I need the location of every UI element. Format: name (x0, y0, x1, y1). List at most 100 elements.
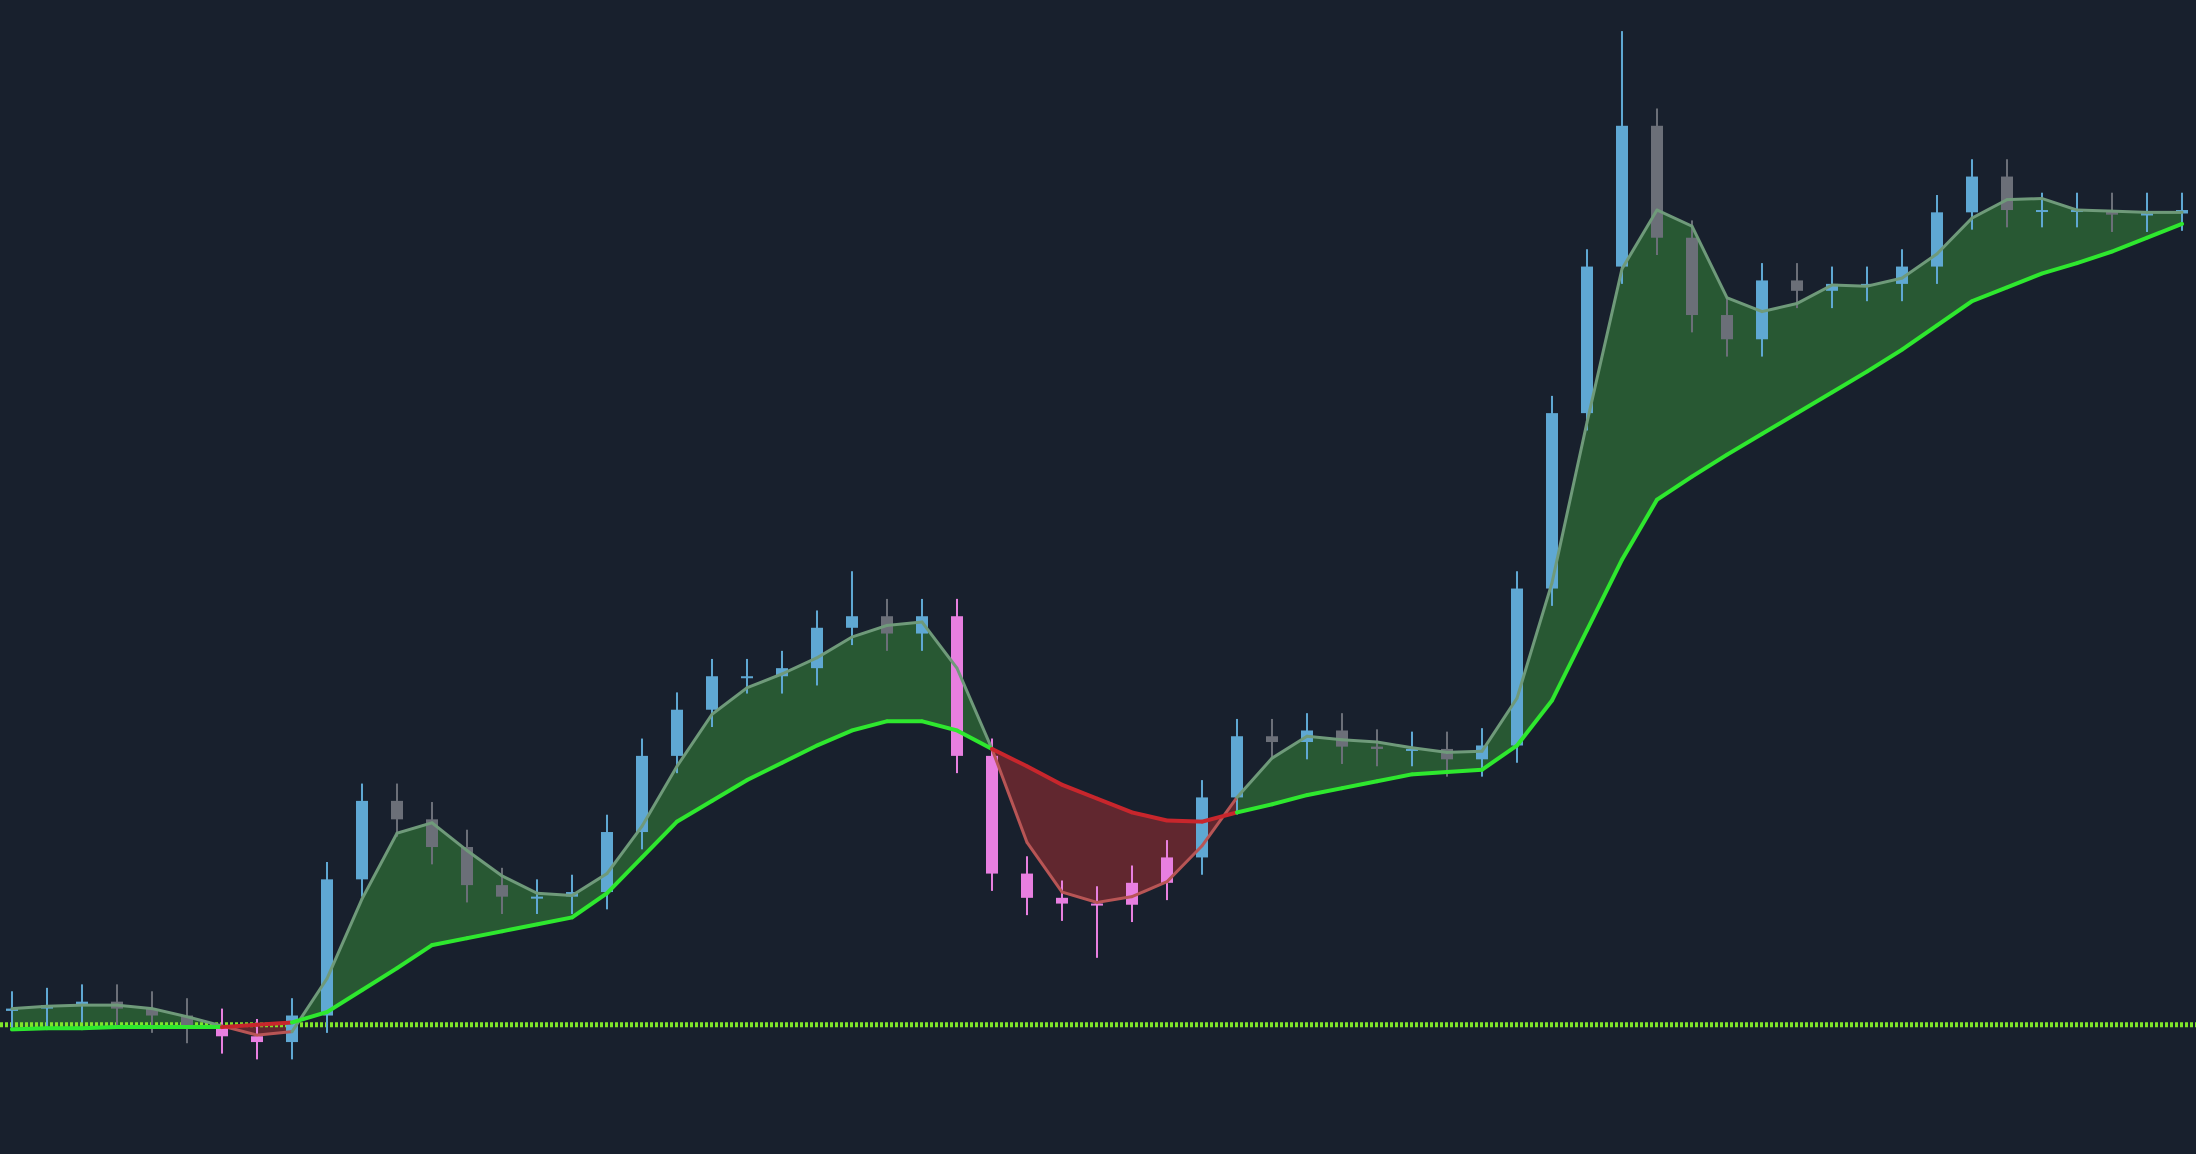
candle-body (76, 1001, 88, 1006)
ma-band (1552, 422, 1587, 701)
fast-ma-line (1550, 420, 1589, 585)
candle-body (181, 1015, 193, 1026)
candle-body (216, 1025, 228, 1037)
candle-body (1056, 897, 1068, 904)
fast-ma-line (500, 874, 539, 895)
ma-band (1062, 784, 1097, 903)
slow-ma-line (990, 746, 1029, 769)
slow-ma-line (1900, 323, 1939, 352)
slow-ma-line (1515, 698, 1554, 748)
ma-band (1587, 268, 1622, 631)
slow-ma-line (1550, 628, 1589, 703)
fast-ma-line (570, 872, 609, 898)
candle-body (1231, 736, 1243, 798)
ma-band (1097, 798, 1132, 903)
fast-ma-line (1795, 283, 1834, 306)
candle-body (1791, 280, 1803, 291)
ma-band (2042, 198, 2077, 274)
fast-ma-line (675, 712, 714, 768)
ma-band (1027, 766, 1062, 893)
fast-ma-line (815, 635, 854, 660)
fast-ma-line (1970, 198, 2009, 220)
candle-body (1546, 413, 1558, 589)
fast-ma-line (955, 666, 994, 751)
candle-body (1581, 266, 1593, 414)
fast-ma-line (1445, 749, 1484, 754)
candle-body (1721, 315, 1733, 340)
candle-body (1651, 125, 1663, 238)
fast-ma-line (1165, 844, 1204, 884)
slow-ma-line (780, 743, 819, 765)
candle-body (2036, 210, 2048, 213)
candle-body (1511, 588, 1523, 746)
slow-ma-line (1585, 557, 1624, 633)
candle-body (986, 755, 998, 874)
candle-body (1021, 873, 1033, 898)
fast-ma-line (1515, 581, 1554, 700)
candle-body (1686, 237, 1698, 316)
ma-band (1342, 739, 1377, 789)
slow-ma-line (1130, 810, 1169, 823)
slow-ma-line (640, 819, 679, 860)
ma-band (2112, 211, 2147, 252)
fast-ma-line (1830, 283, 1869, 288)
ma-band (1692, 226, 1727, 477)
candle-body (636, 755, 648, 833)
slow-ma-line (1935, 299, 1974, 328)
slow-ma-line (2110, 235, 2149, 254)
fast-ma-line (1200, 795, 1239, 848)
fast-ma-line (2110, 209, 2149, 214)
candle-body (741, 676, 753, 679)
ma-band (327, 898, 362, 1013)
slow-ma-line (710, 778, 749, 803)
ma-band (2007, 198, 2042, 288)
fast-ma-line (535, 891, 574, 898)
ma-band (1482, 698, 1517, 770)
fast-ma-line (780, 656, 819, 676)
ma-band (1237, 758, 1272, 813)
slow-ma-line (80, 1025, 119, 1031)
ma-band (117, 1005, 152, 1028)
ma-band (817, 637, 852, 746)
slow-ma-line (325, 988, 364, 1015)
ma-band (1902, 253, 1937, 350)
candle-body (2001, 176, 2013, 211)
ma-band (747, 673, 782, 781)
slow-ma-line (1655, 474, 1694, 502)
fast-ma-line (1305, 734, 1344, 742)
ma-band (677, 714, 712, 822)
slow-ma-line (920, 719, 959, 733)
fast-ma-line (1725, 296, 1764, 314)
ma-band (922, 622, 957, 731)
fast-ma-line (710, 686, 749, 716)
fast-ma-line (2075, 208, 2114, 213)
slow-ma-line (2040, 261, 2079, 276)
candle-body (2141, 213, 2153, 216)
ma-band (397, 822, 432, 969)
slow-ma-line (2075, 249, 2114, 266)
candle-body (846, 616, 858, 628)
ma-band (1972, 199, 2007, 302)
fast-ma-line (290, 977, 329, 1034)
slow-ma-line (605, 855, 644, 896)
slow-ma-line (1340, 779, 1379, 791)
fast-ma-line (1900, 252, 1939, 280)
candle-body (1126, 882, 1138, 905)
fast-ma-line (1655, 208, 1694, 228)
fast-ma-line (1060, 890, 1099, 904)
fast-ma-line (850, 623, 889, 639)
fast-ma-line (1270, 734, 1309, 760)
ma-band (537, 893, 572, 925)
candle-body (811, 627, 823, 669)
candle-body (951, 616, 963, 756)
slow-ma-line (1970, 285, 2009, 304)
candle-body (1406, 748, 1418, 751)
slow-ma-line (1060, 782, 1099, 801)
slow-ma-line (1760, 411, 1799, 436)
candle-body (671, 709, 683, 756)
ma-band (712, 687, 747, 801)
ma-band (2147, 212, 2182, 238)
ma-band (1622, 210, 1657, 560)
slow-ma-line (1235, 802, 1274, 815)
ma-band (1797, 285, 1832, 414)
